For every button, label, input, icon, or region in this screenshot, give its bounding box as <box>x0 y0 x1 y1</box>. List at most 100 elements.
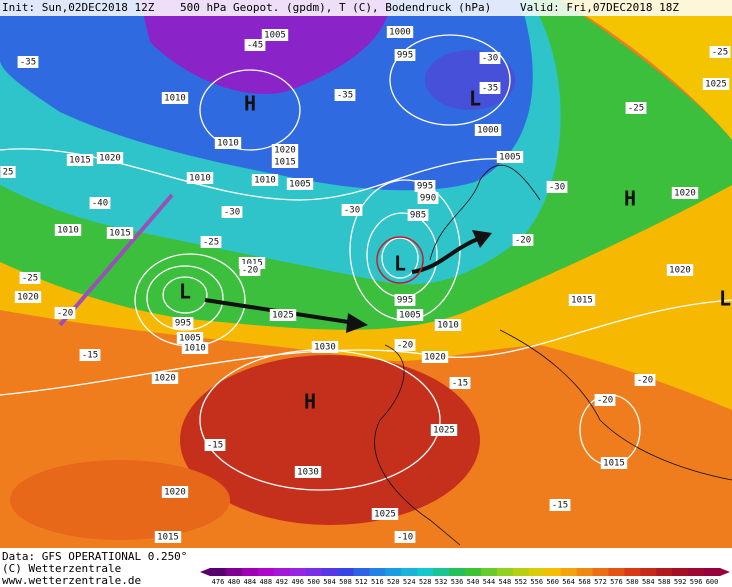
label-box <box>371 508 399 520</box>
colorbar-label: 540 <box>467 578 480 586</box>
colorbar-arrow <box>200 568 210 576</box>
colorbar-swatch <box>560 568 578 576</box>
label-box <box>394 49 416 61</box>
label-text: 1010 <box>437 321 459 331</box>
label-text: 25 <box>3 168 14 178</box>
isobar-label: 1010 <box>186 172 214 184</box>
isobar-label: 1000 <box>386 26 414 38</box>
isobar-label: 1025 <box>430 424 458 436</box>
colorbar-label: 532 <box>435 578 448 586</box>
isobar-label: 1015 <box>600 457 628 469</box>
label-text: 1020 <box>424 353 446 363</box>
pressure-center: L <box>179 280 191 304</box>
colorbar-label: 556 <box>530 578 543 586</box>
label-box <box>151 372 179 384</box>
label-text: 1030 <box>297 468 319 478</box>
colorbar-swatch <box>688 568 705 576</box>
colorbar-swatch <box>465 568 482 576</box>
label-box <box>54 307 76 319</box>
label-text: 1010 <box>217 139 239 149</box>
colorbar-label: 568 <box>578 578 591 586</box>
label-box <box>666 264 694 276</box>
colorbar-swatch <box>624 568 641 576</box>
label-box <box>17 56 39 68</box>
label-box <box>709 46 731 58</box>
label-box <box>394 294 416 306</box>
arrowhead <box>472 230 492 248</box>
isobar-label: 1010 <box>181 342 209 354</box>
temperature-label: -20 <box>634 374 656 386</box>
label-box <box>625 102 647 114</box>
label-text: 1005 <box>499 153 521 163</box>
label-box <box>594 394 616 406</box>
colorbar-swatch <box>704 568 721 576</box>
label-text: 1010 <box>57 226 79 236</box>
label-text: -15 <box>552 501 568 511</box>
colorbar-swatch <box>305 568 323 576</box>
label-text: -35 <box>337 91 353 101</box>
footer-bar <box>0 548 732 587</box>
label-box <box>549 499 571 511</box>
label-box <box>271 144 299 156</box>
label-box <box>176 332 204 344</box>
trough-line <box>58 193 174 327</box>
warm-core <box>180 355 480 525</box>
label-box <box>269 309 297 321</box>
label-box <box>106 227 134 239</box>
temperature-label: -15 <box>549 499 571 511</box>
label-text: 1025 <box>433 426 455 436</box>
colorbar-swatch <box>656 568 673 576</box>
colorbar-arrow <box>720 568 730 576</box>
colorbar-swatch <box>321 568 338 576</box>
label-text: -35 <box>20 58 36 68</box>
isobar-label: 1025 <box>702 78 730 90</box>
label-box <box>449 377 471 389</box>
label-text: 1015 <box>157 533 179 543</box>
label-box <box>634 374 656 386</box>
label-box <box>0 166 16 178</box>
valid-time: Valid: Fri,07DEC2018 18Z <box>520 1 679 14</box>
colorbar-label: 476 <box>212 578 225 586</box>
temperature-label: -25 <box>625 102 647 114</box>
label-box <box>244 39 266 51</box>
label-box <box>434 319 462 331</box>
temperature-label: -20 <box>239 264 261 276</box>
colorbar-swatch <box>401 568 418 576</box>
pressure-center: L <box>469 87 481 111</box>
colorbar-label: 592 <box>674 578 687 586</box>
map-title: 500 hPa Geopot. (gpdm), T (C), Bodendruc… <box>180 1 491 14</box>
isobar-label: 985 <box>407 209 429 221</box>
colorbar-swatch <box>544 568 562 576</box>
temperature-label: -35 <box>17 56 39 68</box>
colorbar-swatch <box>480 568 498 576</box>
temperature-label: -25 <box>200 236 222 248</box>
colorbar-swatch <box>210 568 227 576</box>
isobar-label: 1005 <box>496 151 524 163</box>
temperature-label: -15 <box>204 439 226 451</box>
label-box <box>512 234 534 246</box>
label-box <box>430 424 458 436</box>
temperature-label: -15 <box>449 377 471 389</box>
label-box <box>261 29 289 41</box>
label-text: 1010 <box>184 344 206 354</box>
label-text: 1020 <box>154 374 176 384</box>
label-box <box>96 152 124 164</box>
label-text: 995 <box>417 182 433 192</box>
label-box <box>417 192 439 204</box>
label-box <box>89 197 111 209</box>
label-text: -15 <box>207 441 223 451</box>
arrowhead <box>346 313 368 333</box>
header-bar <box>0 0 732 16</box>
colorbar-swatch <box>225 568 243 576</box>
colorbar-label: 496 <box>291 578 304 586</box>
colorbar-label: 516 <box>371 578 384 586</box>
label-box <box>204 439 226 451</box>
label-text: -25 <box>22 274 38 284</box>
label-box <box>200 236 222 248</box>
isobar-label: 995 <box>394 294 416 306</box>
label-text: 1000 <box>389 28 411 38</box>
label-text: 1020 <box>99 154 121 164</box>
colorbar-swatch <box>353 568 370 576</box>
isobar-label: 1010 <box>161 92 189 104</box>
